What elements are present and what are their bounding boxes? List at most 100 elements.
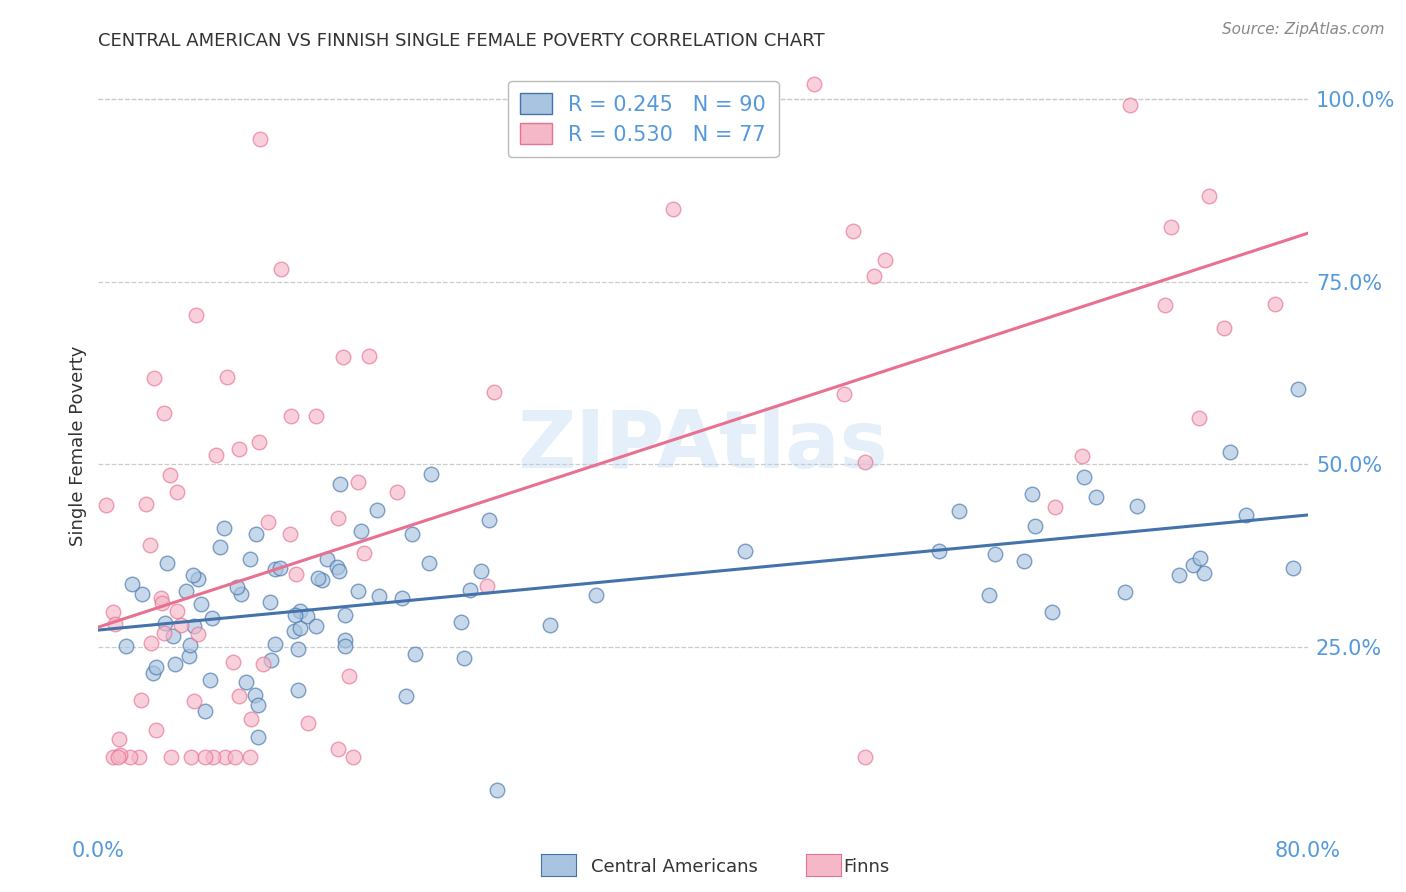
Point bbox=[538, 618, 561, 632]
Point bbox=[170, 617, 193, 632]
Point bbox=[155, 616, 177, 631]
Point bbox=[1071, 450, 1094, 464]
Point bbox=[353, 546, 375, 560]
Point bbox=[333, 633, 356, 648]
Point bbox=[228, 689, 250, 703]
Point bbox=[1040, 605, 1063, 619]
Point bbox=[1154, 298, 1177, 312]
Point bbox=[280, 409, 302, 424]
Point bbox=[245, 688, 267, 702]
Point bbox=[1045, 500, 1067, 514]
Point bbox=[1160, 219, 1182, 234]
Point bbox=[333, 607, 356, 622]
Point bbox=[156, 556, 179, 570]
Point bbox=[174, 583, 197, 598]
Point bbox=[1288, 382, 1310, 396]
Point bbox=[190, 597, 212, 611]
Point bbox=[108, 747, 131, 762]
Point bbox=[278, 527, 301, 541]
Y-axis label: Single Female Poverty: Single Female Poverty bbox=[69, 346, 87, 546]
Point bbox=[187, 573, 209, 587]
Point bbox=[166, 485, 188, 500]
Point bbox=[166, 604, 188, 618]
Point bbox=[264, 637, 287, 651]
Point bbox=[342, 749, 364, 764]
Point bbox=[863, 269, 886, 284]
Point bbox=[297, 609, 319, 624]
Point bbox=[855, 455, 877, 469]
Point bbox=[135, 496, 157, 510]
Point bbox=[453, 650, 475, 665]
Point bbox=[841, 224, 863, 238]
Point bbox=[121, 576, 143, 591]
Point bbox=[478, 513, 501, 527]
Point bbox=[401, 527, 423, 541]
Point bbox=[259, 595, 281, 609]
Point bbox=[385, 485, 408, 500]
Point bbox=[284, 607, 307, 622]
Point bbox=[128, 749, 150, 764]
Point bbox=[194, 704, 217, 718]
Point bbox=[366, 503, 388, 517]
Point bbox=[159, 749, 181, 764]
Point bbox=[450, 615, 472, 630]
Point bbox=[270, 261, 292, 276]
Point bbox=[307, 571, 329, 585]
Point bbox=[224, 749, 246, 764]
Point bbox=[928, 544, 950, 558]
Point bbox=[201, 749, 224, 764]
Text: ZIPAtlas: ZIPAtlas bbox=[517, 407, 889, 485]
Point bbox=[297, 716, 319, 731]
Point bbox=[141, 636, 163, 650]
Point bbox=[257, 515, 280, 529]
Point bbox=[326, 742, 349, 756]
Point bbox=[118, 749, 141, 764]
Point bbox=[333, 640, 356, 654]
Point bbox=[458, 583, 481, 598]
Point bbox=[152, 406, 174, 420]
Point bbox=[391, 591, 413, 605]
Point bbox=[104, 617, 127, 632]
Point bbox=[1021, 487, 1043, 501]
Point bbox=[418, 556, 440, 570]
Point bbox=[163, 657, 186, 672]
Point bbox=[1168, 568, 1191, 582]
Point bbox=[1181, 558, 1204, 573]
Point bbox=[287, 642, 309, 657]
Point bbox=[184, 308, 207, 322]
Point bbox=[183, 618, 205, 632]
Point bbox=[977, 588, 1000, 602]
Point bbox=[149, 591, 172, 605]
Point bbox=[1282, 561, 1305, 575]
Point bbox=[145, 723, 167, 738]
Point bbox=[131, 587, 153, 601]
Point bbox=[179, 638, 201, 652]
Point bbox=[162, 629, 184, 643]
Point bbox=[288, 604, 311, 618]
Point bbox=[131, 693, 153, 707]
Point bbox=[1212, 321, 1234, 335]
Point bbox=[395, 689, 418, 703]
Point bbox=[948, 504, 970, 518]
Point bbox=[142, 371, 165, 385]
Point bbox=[212, 521, 235, 535]
Point bbox=[1219, 444, 1241, 458]
Point bbox=[217, 369, 239, 384]
Point bbox=[245, 526, 267, 541]
Point bbox=[239, 749, 262, 764]
Text: Source: ZipAtlas.com: Source: ZipAtlas.com bbox=[1222, 22, 1385, 37]
Point bbox=[205, 448, 228, 462]
Point bbox=[139, 538, 162, 552]
Point bbox=[287, 682, 309, 697]
Point bbox=[198, 673, 221, 687]
Point bbox=[328, 564, 350, 578]
Point bbox=[350, 524, 373, 538]
Point bbox=[1114, 585, 1136, 599]
Text: Central Americans: Central Americans bbox=[591, 858, 758, 876]
Point bbox=[187, 626, 209, 640]
Point bbox=[283, 624, 305, 639]
Point bbox=[337, 669, 360, 683]
Point bbox=[853, 749, 876, 764]
Point bbox=[834, 387, 856, 401]
Point bbox=[288, 621, 311, 635]
